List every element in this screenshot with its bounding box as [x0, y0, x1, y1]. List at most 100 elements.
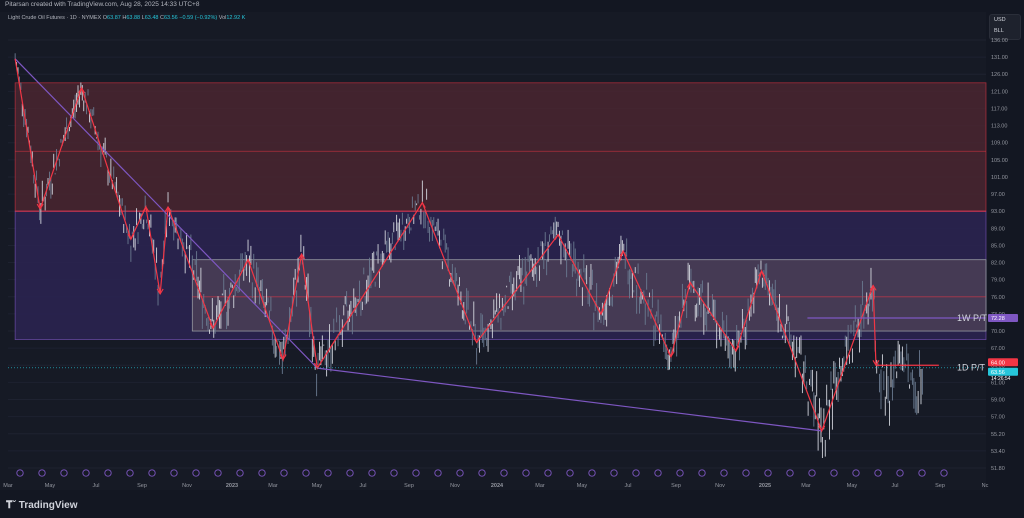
- swing-arrowhead: [869, 284, 877, 291]
- event-marker-icon: [918, 469, 926, 477]
- event-marker-icon: [214, 469, 222, 477]
- event-marker-icon: [38, 469, 46, 477]
- event-marker-icon: [60, 469, 68, 477]
- y-tick-label: 131.00: [991, 55, 1008, 61]
- x-tick-label: May: [45, 483, 56, 489]
- x-tick-label: Nov: [450, 483, 460, 489]
- swing-arrowhead: [554, 233, 562, 241]
- event-marker-icon: [16, 469, 24, 477]
- event-marker-icon: [324, 469, 332, 477]
- event-marker-icon: [258, 469, 266, 477]
- swing-arrowhead: [298, 252, 306, 260]
- event-marker-icon: [764, 469, 772, 477]
- swing-arrowhead: [597, 308, 605, 315]
- swing-arrowhead: [36, 203, 44, 211]
- tradingview-logo-icon: 𝐓ˇ: [6, 500, 16, 511]
- y-tick-label: 55.20: [991, 432, 1005, 438]
- event-marker-icon: [434, 469, 442, 477]
- swing-arrowhead: [686, 281, 694, 288]
- attribution-bar: Pitarsan created with TradingView.com, A…: [0, 0, 1024, 12]
- symbol-name: Light Crude Oil Futures · 1D · NYMEX: [8, 15, 102, 21]
- x-tick-label: Nov: [715, 483, 725, 489]
- x-tick-label: Nc: [982, 483, 989, 489]
- event-marker-icon: [588, 469, 596, 477]
- open-value: 63.87: [107, 15, 121, 21]
- weekly-target-tag: 72.28: [991, 316, 1005, 322]
- y-tick-label: 101.00: [991, 175, 1008, 181]
- event-marker-icon: [522, 469, 530, 477]
- swing-arrowhead: [818, 425, 826, 432]
- event-marker-icon: [742, 469, 750, 477]
- event-marker-icon: [104, 469, 112, 477]
- y-tick-label: 93.00: [991, 209, 1005, 215]
- swing-arrowhead: [164, 205, 172, 213]
- x-tick-label: Jul: [359, 483, 366, 489]
- close-value: 63.56: [163, 15, 178, 21]
- swing-arrowhead: [473, 337, 481, 344]
- tradingview-logo[interactable]: 𝐓ˇ TradingView: [6, 500, 78, 511]
- event-marker-icon: [368, 469, 376, 477]
- y-tick-label: 76.00: [991, 295, 1005, 301]
- volume-label: Vol: [218, 15, 227, 21]
- price-chart: 1W P/T 1D P/T 136.00 131.00 126.00 121.00 117.…: [3, 38, 1018, 489]
- y-tick-label: 57.00: [991, 415, 1005, 421]
- y-tick-label: 113.00: [991, 124, 1007, 130]
- x-tick-label: Nov: [182, 483, 192, 489]
- x-tick-label: Mar: [535, 483, 545, 489]
- currency-unit: BLL: [994, 28, 1004, 34]
- current-price-tag-bg: [988, 367, 1018, 376]
- high-value: 63.88: [126, 15, 141, 21]
- event-marker-icon: [280, 469, 288, 477]
- y-tick-label: 59.00: [991, 398, 1005, 404]
- y-tick-label: 97.00: [991, 192, 1005, 198]
- ohlc-legend: Light Crude Oil Futures · 1D · NYMEX O63…: [8, 15, 245, 21]
- low-label: L: [141, 15, 145, 21]
- y-tick-label: 117.00: [991, 106, 1007, 112]
- currency-selector[interactable]: USD BLL: [989, 14, 1021, 40]
- x-tick-label: Sep: [137, 483, 147, 489]
- event-marker-icon: [786, 469, 794, 477]
- x-tick-label: Sep: [671, 483, 681, 489]
- swing-arrowhead: [78, 86, 86, 94]
- y-tick-label: 121.00: [991, 89, 1008, 95]
- y-tick-label: 109.00: [991, 141, 1008, 147]
- footer: 𝐓ˇ TradingView: [0, 496, 1024, 518]
- y-tick-label: 53.40: [991, 449, 1005, 455]
- y-tick-label: 85.00: [991, 243, 1005, 249]
- weekly-target-label: 1W P/T: [957, 313, 988, 323]
- y-tick-label: 136.00: [991, 38, 1008, 44]
- attribution-text: Pitarsan created with TradingView.com, A…: [5, 1, 200, 8]
- event-marker-icon: [632, 469, 640, 477]
- y-tick-label: 61.00: [991, 380, 1005, 386]
- event-marker-icon: [566, 469, 574, 477]
- x-tick-label: 2023: [226, 483, 238, 489]
- upper-resistance-zone: [14, 82, 987, 212]
- y-tick-label: 82.00: [991, 261, 1005, 267]
- event-marker-icon: [302, 469, 310, 477]
- high-label: H: [122, 15, 127, 21]
- low-value: 63.48: [144, 15, 159, 21]
- x-tick-label: Jul: [891, 483, 898, 489]
- swing-arrowhead: [758, 270, 766, 277]
- x-tick-label: May: [312, 483, 323, 489]
- event-marker-icon: [500, 469, 508, 477]
- x-tick-label: Mar: [801, 483, 811, 489]
- volume-value: 12.92 K: [226, 15, 246, 21]
- event-marker-icon: [676, 469, 684, 477]
- swing-arrowhead: [209, 322, 217, 330]
- event-marker-icon: [874, 469, 882, 477]
- daily-target-tag: 64.00: [991, 360, 1005, 366]
- event-marker-icon: [852, 469, 860, 477]
- weekly-target-tag-bg: [988, 314, 1018, 323]
- x-tick-label: May: [847, 483, 858, 489]
- event-marker-icon: [698, 469, 706, 477]
- event-marker-icon: [170, 469, 178, 477]
- daily-target-tag-bg: [988, 358, 1018, 367]
- change-value: −0.59 (−0.92%): [179, 15, 218, 21]
- y-tick-label: 67.00: [991, 346, 1005, 352]
- event-marker-icon: [544, 469, 552, 477]
- event-marker-icon: [192, 469, 200, 477]
- swing-arrowhead: [619, 250, 627, 257]
- swing-arrowhead: [313, 362, 321, 370]
- event-marker-icon: [896, 469, 904, 477]
